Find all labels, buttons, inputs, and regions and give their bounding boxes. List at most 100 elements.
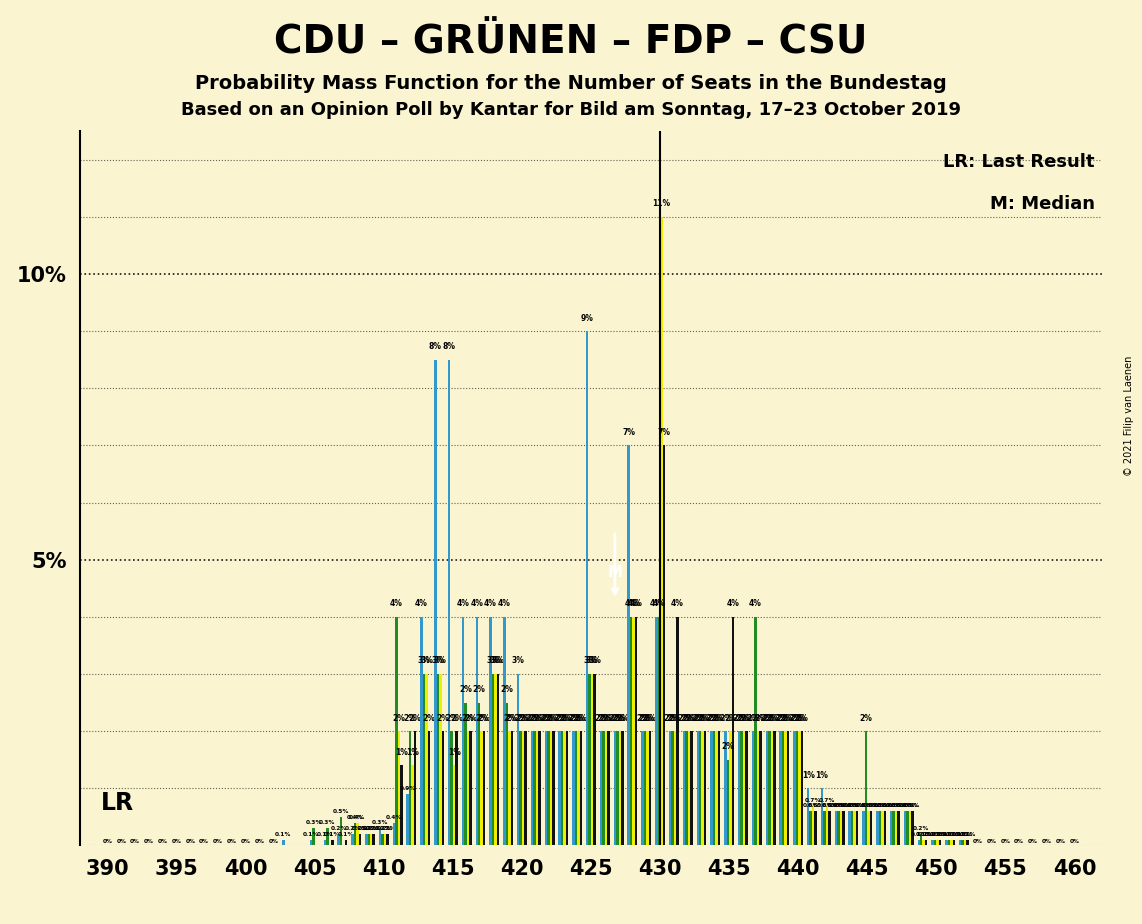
Text: 2%: 2% — [461, 713, 474, 723]
Bar — [923, 840, 925, 845]
Bar — [413, 731, 417, 845]
Text: 2%: 2% — [697, 713, 709, 723]
Bar — [669, 731, 671, 845]
Text: 0.6%: 0.6% — [830, 803, 846, 808]
Bar — [715, 731, 718, 845]
Bar — [381, 834, 384, 845]
Text: 2%: 2% — [747, 713, 759, 723]
Text: 2%: 2% — [602, 713, 614, 723]
Text: 0.1%: 0.1% — [924, 832, 941, 837]
Text: 0.9%: 0.9% — [400, 786, 416, 791]
Text: 2%: 2% — [436, 713, 449, 723]
Bar — [400, 765, 403, 845]
Bar — [483, 731, 485, 845]
Bar — [939, 840, 941, 845]
Text: 4%: 4% — [484, 600, 497, 608]
Bar — [522, 731, 524, 845]
Text: 2%: 2% — [561, 713, 573, 723]
Bar — [898, 811, 900, 845]
Text: 0.1%: 0.1% — [946, 832, 962, 837]
Bar — [812, 806, 814, 845]
Text: 2%: 2% — [459, 685, 472, 694]
Bar — [966, 840, 968, 845]
Bar — [588, 674, 592, 845]
Text: 2%: 2% — [722, 742, 734, 751]
Text: 0.3%: 0.3% — [319, 821, 336, 825]
Text: 0.2%: 0.2% — [379, 826, 396, 832]
Text: 0.4%: 0.4% — [386, 815, 402, 820]
Bar — [506, 702, 508, 845]
Bar — [732, 617, 734, 845]
Bar — [837, 811, 839, 845]
Text: 3%: 3% — [491, 656, 505, 665]
Text: 0%: 0% — [1042, 839, 1052, 844]
Text: 2%: 2% — [644, 713, 657, 723]
Bar — [309, 840, 312, 845]
Text: 2%: 2% — [733, 713, 746, 723]
Bar — [671, 731, 674, 845]
Bar — [420, 617, 423, 845]
Text: 0.2%: 0.2% — [359, 826, 375, 832]
Bar — [439, 674, 442, 845]
Text: 7%: 7% — [658, 428, 670, 437]
Bar — [558, 731, 561, 845]
Text: 3%: 3% — [512, 656, 524, 665]
Bar — [520, 731, 522, 845]
Bar — [773, 731, 775, 845]
Text: 0.1%: 0.1% — [955, 832, 971, 837]
Bar — [467, 731, 469, 845]
Text: 4%: 4% — [625, 600, 637, 608]
Text: 2%: 2% — [724, 713, 737, 723]
Bar — [494, 674, 497, 845]
Bar — [765, 731, 769, 845]
Text: 2%: 2% — [516, 713, 530, 723]
Bar — [497, 674, 499, 845]
Text: 0.1%: 0.1% — [324, 832, 340, 837]
Text: 3%: 3% — [586, 656, 598, 665]
Text: 2%: 2% — [708, 713, 721, 723]
Text: 0.2%: 0.2% — [365, 826, 381, 832]
Text: 0%: 0% — [1069, 839, 1079, 844]
Text: 4%: 4% — [498, 600, 510, 608]
Text: 0%: 0% — [1028, 839, 1038, 844]
Text: 0.6%: 0.6% — [871, 803, 888, 808]
Text: 0.1%: 0.1% — [918, 832, 934, 837]
Text: 0.6%: 0.6% — [904, 803, 920, 808]
Bar — [743, 731, 746, 845]
Text: 0.6%: 0.6% — [885, 803, 902, 808]
Bar — [517, 674, 520, 845]
Text: 4%: 4% — [629, 600, 643, 608]
Bar — [545, 731, 547, 845]
Text: 4%: 4% — [415, 600, 428, 608]
Text: 0%: 0% — [171, 839, 182, 844]
Text: 0.7%: 0.7% — [819, 797, 835, 803]
Text: 0%: 0% — [1055, 839, 1065, 844]
Text: 8%: 8% — [443, 342, 456, 351]
Bar — [769, 731, 771, 845]
Text: 2%: 2% — [506, 713, 518, 723]
Text: 0.3%: 0.3% — [305, 821, 322, 825]
Text: 2%: 2% — [613, 713, 626, 723]
Bar — [895, 811, 898, 845]
Text: 0.6%: 0.6% — [828, 803, 844, 808]
Bar — [397, 731, 400, 845]
Bar — [395, 617, 397, 845]
Bar — [323, 840, 327, 845]
Text: 2%: 2% — [664, 713, 676, 723]
Bar — [327, 828, 329, 845]
Text: 2%: 2% — [765, 713, 778, 723]
Text: 2%: 2% — [520, 713, 532, 723]
Text: 0.6%: 0.6% — [883, 803, 899, 808]
Text: 2%: 2% — [779, 713, 793, 723]
Bar — [726, 760, 729, 845]
Bar — [754, 617, 757, 845]
Text: 0.1%: 0.1% — [916, 832, 932, 837]
Bar — [436, 674, 439, 845]
Bar — [646, 731, 649, 845]
Text: 0.1%: 0.1% — [910, 832, 927, 837]
Text: 0.6%: 0.6% — [842, 803, 858, 808]
Text: 0.6%: 0.6% — [846, 803, 863, 808]
Text: 0.5%: 0.5% — [333, 809, 349, 814]
Bar — [489, 617, 492, 845]
Text: 0.6%: 0.6% — [844, 803, 860, 808]
